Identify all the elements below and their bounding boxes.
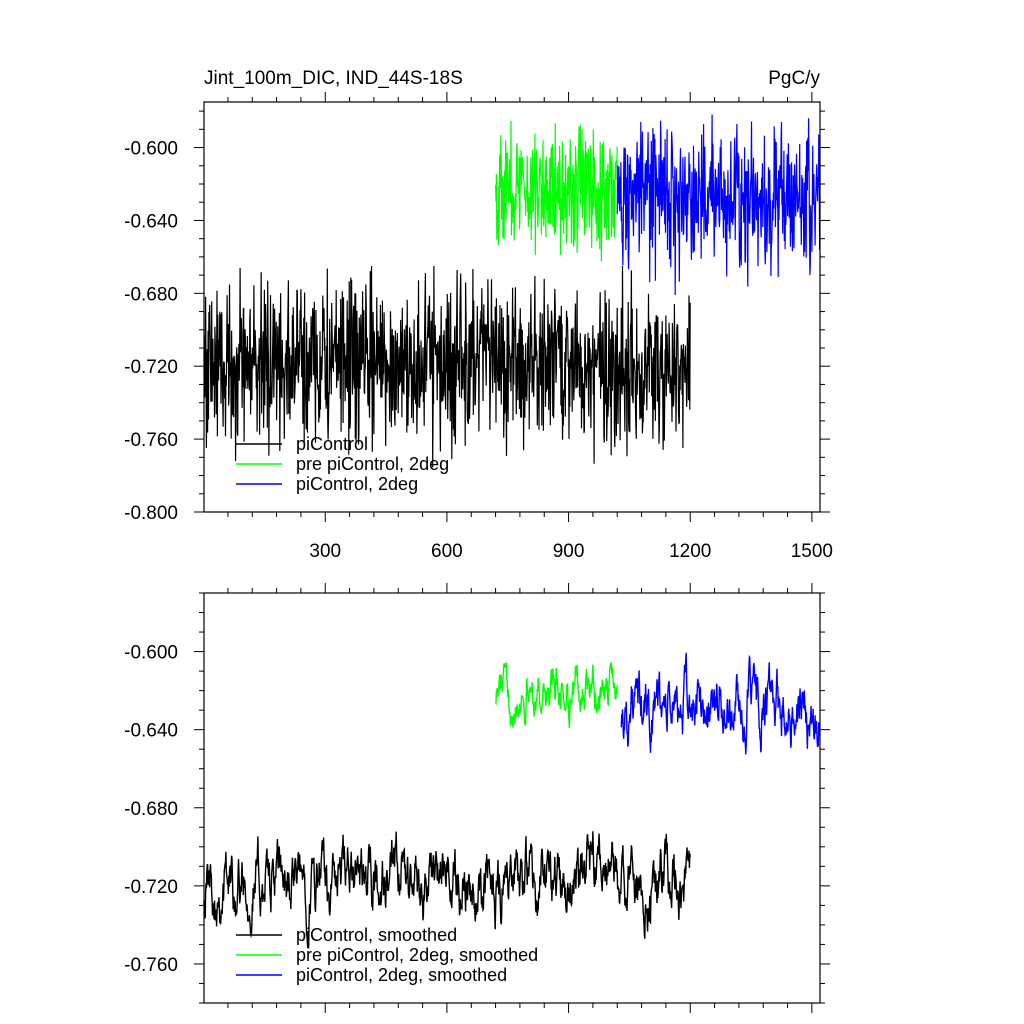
- legend-label-2: piControl, 2deg: [296, 474, 418, 494]
- series-line-0: [203, 831, 691, 949]
- legend-label-0: piControl, smoothed: [296, 925, 457, 945]
- y-tick-label: -0.640: [124, 721, 178, 742]
- y-tick-label: -0.720: [124, 877, 178, 898]
- top-panel: Jint_100m_DIC, IND_44S-18S PgC/y 300 600 9…: [124, 68, 833, 562]
- x-tick-label: 300: [309, 541, 341, 562]
- bottom-panel: -0.600 -0.640 -0.680 -0.720 -0.760 piControl…: [124, 583, 830, 1013]
- x-tick-label: 1200: [669, 541, 711, 562]
- series-line-2: [616, 114, 821, 296]
- series-line-1: [495, 662, 618, 728]
- top-axis-ticks: 300 600 900 1200 1500 -0.600 -0.640 -0.680 -0.72…: [124, 92, 833, 562]
- bottom-plot-frame: [203, 592, 821, 1004]
- y-tick-label: -0.600: [124, 643, 178, 664]
- top-series-group: [203, 114, 821, 468]
- series-line-0: [203, 265, 691, 468]
- x-tick-label: 600: [431, 541, 463, 562]
- legend-label-1: pre piControl, 2deg: [296, 454, 449, 474]
- top-plot-frame: [203, 101, 821, 513]
- y-tick-label: -0.680: [124, 284, 178, 305]
- y-tick-label: -0.680: [124, 799, 178, 820]
- y-tick-label: -0.720: [124, 357, 178, 378]
- legend-label-2: piControl, 2deg, smoothed: [296, 965, 507, 985]
- series-line-2: [620, 652, 821, 755]
- y-tick-label: -0.640: [124, 211, 178, 232]
- y-tick-label: -0.760: [124, 430, 178, 451]
- legend-label-1: pre piControl, 2deg, smoothed: [296, 945, 538, 965]
- y-tick-label: -0.600: [124, 139, 178, 160]
- units-label: PgC/y: [768, 68, 820, 89]
- series-line-1: [495, 120, 618, 262]
- x-tick-label: 900: [553, 541, 585, 562]
- legend-label-0: piControl: [296, 434, 368, 454]
- y-tick-label: -0.760: [124, 955, 178, 976]
- bottom-axis-ticks: -0.600 -0.640 -0.680 -0.720 -0.760: [124, 583, 830, 1013]
- y-tick-label: -0.800: [124, 503, 178, 524]
- x-tick-label: 1500: [791, 541, 833, 562]
- chart-title: Jint_100m_DIC, IND_44S-18S: [204, 68, 463, 89]
- bottom-series-group: [203, 652, 821, 949]
